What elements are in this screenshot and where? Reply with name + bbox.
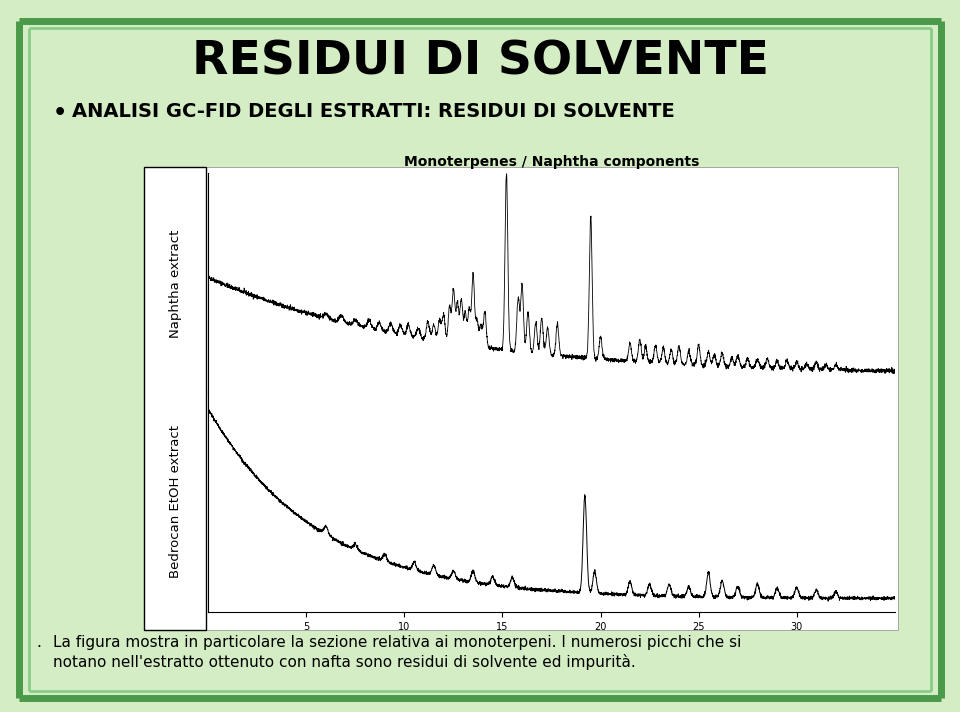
Text: La figura mostra in particolare la sezione relativa ai monoterpeni. I numerosi p: La figura mostra in particolare la sezio… — [53, 635, 741, 650]
Text: .: . — [36, 635, 41, 650]
Title: Monoterpenes / Naphtha components: Monoterpenes / Naphtha components — [404, 155, 699, 169]
Bar — [456, 618, 466, 625]
Text: ANALISI GC-FID DEGLI ESTRATTI: RESIDUI DI SOLVENTE: ANALISI GC-FID DEGLI ESTRATTI: RESIDUI D… — [72, 102, 675, 121]
Text: •: • — [53, 103, 67, 123]
Text: RESIDUI DI SOLVENTE: RESIDUI DI SOLVENTE — [191, 39, 769, 84]
Text: Naphtha extract: Naphtha extract — [169, 230, 182, 338]
Text: Bedrocan EtOH extract: Bedrocan EtOH extract — [169, 425, 182, 577]
Text: notano nell'estratto ottenuto con nafta sono residui di solvente ed impurità.: notano nell'estratto ottenuto con nafta … — [53, 654, 636, 669]
